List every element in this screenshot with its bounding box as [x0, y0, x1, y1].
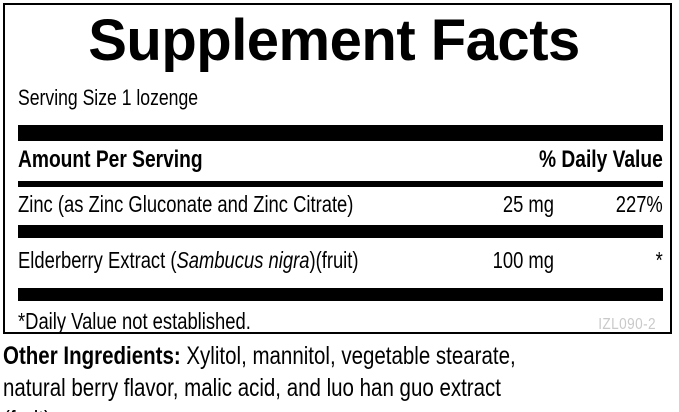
nutrient-name-elderberry: Elderberry Extract (Sambucus nigra)(frui…	[18, 245, 359, 275]
footnote-row: *Daily Value not established.	[18, 306, 663, 346]
nutrient-amount-elderberry: 100 mg	[492, 247, 554, 273]
other-ingredients-block: Other Ingredients: Xylitol, mannitol, ve…	[3, 340, 557, 412]
nutrient-daily-value-zinc: 227%	[615, 191, 663, 217]
other-ingredients-text: Xylitol, mannitol, vegetable stearate, n…	[3, 342, 516, 412]
elderberry-name-prefix: Elderberry Extract (	[18, 247, 177, 273]
facts-panel: Supplement Facts Serving Size 1 lozenge …	[3, 3, 672, 334]
table-row: Zinc (as Zinc Gluconate and Zinc Citrate…	[18, 189, 663, 229]
nutrient-name-zinc: Zinc (as Zinc Gluconate and Zinc Citrate…	[18, 191, 354, 217]
serving-size-text: Serving Size 1 lozenge	[18, 85, 199, 110]
daily-value-footnote: *Daily Value not established.	[18, 308, 251, 334]
product-code-text: IZL090-2	[598, 316, 656, 333]
table-header-row: Amount Per Serving % Daily Value	[18, 145, 663, 185]
nutrient-amount-zinc: 25 mg	[502, 191, 554, 217]
rule-above-header	[18, 125, 663, 141]
rule-above-footnote	[18, 288, 663, 301]
table-row: Elderberry Extract (Sambucus nigra)(frui…	[18, 245, 663, 285]
elderberry-botanical-name: Sambucus nigra	[176, 247, 310, 273]
rule-between-rows	[18, 225, 663, 238]
elderberry-name-suffix: )(fruit)	[309, 247, 359, 273]
other-ingredients-label: Other Ingredients:	[3, 342, 181, 370]
rule-below-header	[18, 181, 663, 187]
column-header-amount-per-serving: Amount Per Serving	[18, 146, 203, 173]
page-title: Supplement Facts	[88, 8, 580, 73]
nutrient-daily-value-elderberry: *	[655, 247, 663, 273]
column-header-daily-value: % Daily Value	[539, 146, 663, 173]
